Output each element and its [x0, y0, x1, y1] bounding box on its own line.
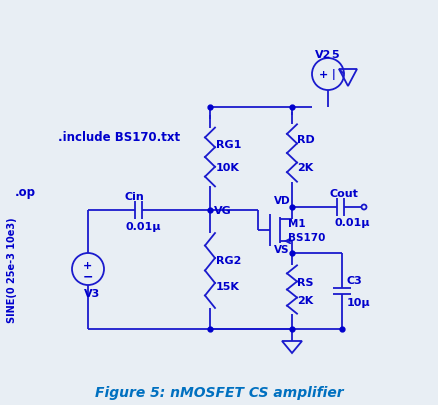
Text: VD: VD — [273, 196, 290, 205]
Text: 15K: 15K — [215, 282, 239, 292]
Text: RG2: RG2 — [215, 255, 241, 265]
Text: VG: VG — [213, 205, 231, 215]
Text: V3: V3 — [84, 288, 100, 298]
Text: +: + — [319, 70, 328, 80]
Text: 5: 5 — [330, 50, 338, 60]
Text: Cout: Cout — [329, 189, 358, 198]
Text: Figure 5: nMOSFET CS amplifier: Figure 5: nMOSFET CS amplifier — [95, 385, 343, 399]
Text: 10K: 10K — [215, 163, 239, 173]
Text: V2: V2 — [314, 50, 331, 60]
Text: 0.01μ: 0.01μ — [334, 217, 370, 228]
Text: 2K: 2K — [297, 295, 313, 305]
Text: BS170: BS170 — [287, 232, 325, 243]
Text: C3: C3 — [346, 275, 362, 285]
Text: 0.01μ: 0.01μ — [126, 222, 161, 231]
Text: .include BS170.txt: .include BS170.txt — [58, 131, 180, 144]
Text: RD: RD — [297, 135, 314, 145]
Text: −: − — [82, 270, 93, 283]
Text: SINE(0 25e-3 10e3): SINE(0 25e-3 10e3) — [7, 217, 17, 322]
Text: |: | — [332, 69, 335, 80]
Text: RG1: RG1 — [215, 139, 241, 149]
Text: Cin: Cin — [125, 192, 145, 202]
Text: +: + — [83, 260, 92, 270]
Text: .op: .op — [15, 186, 36, 199]
Text: RS: RS — [297, 277, 313, 287]
Text: M1: M1 — [287, 218, 305, 228]
Text: 10μ: 10μ — [346, 298, 370, 308]
Text: VS: VS — [273, 244, 289, 254]
Text: 2K: 2K — [297, 162, 313, 173]
